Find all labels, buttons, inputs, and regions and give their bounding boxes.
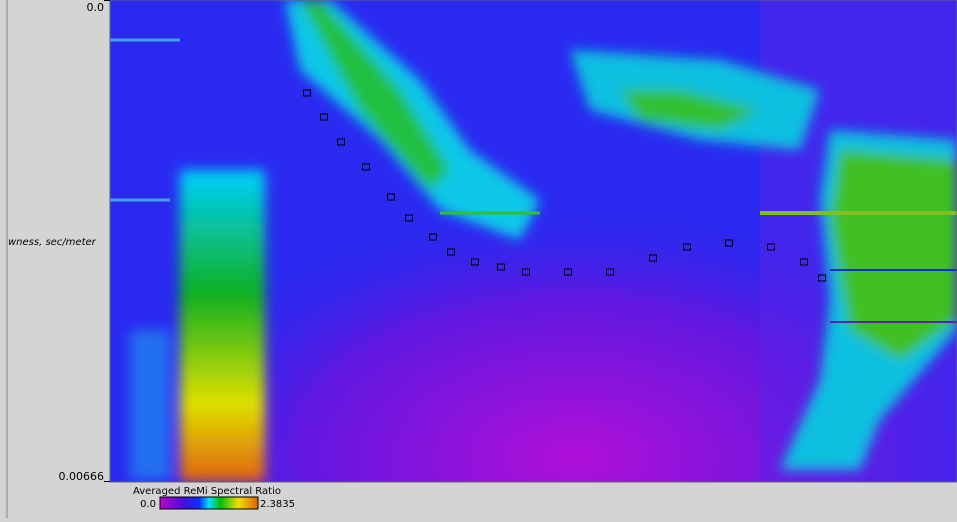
pick-marker <box>362 163 370 171</box>
heatmap <box>110 0 957 482</box>
pick-marker <box>320 113 328 121</box>
colorbar-tick-label: 2.3835 <box>260 499 295 510</box>
pick-marker <box>337 138 345 146</box>
pick-marker <box>564 268 572 276</box>
pick-marker <box>725 239 733 247</box>
pick-marker <box>447 248 455 256</box>
colorbar-title: Averaged ReMi Spectral Ratio <box>133 486 281 497</box>
pick-marker <box>522 268 530 276</box>
y-tick-label: 0.0 <box>87 1 105 14</box>
pick-marker <box>683 243 691 251</box>
pick-marker <box>429 233 437 241</box>
colorbar <box>159 496 259 510</box>
pick-marker <box>303 89 311 97</box>
pick-marker <box>649 254 657 262</box>
colorbar-tick-label: 0.0 <box>140 499 156 510</box>
y-axis-label: wness, sec/meter <box>8 237 97 248</box>
y-tick-label: 0.00666 <box>59 470 105 483</box>
pick-marker <box>471 258 479 266</box>
pick-marker <box>767 243 775 251</box>
pick-marker <box>800 258 808 266</box>
pick-marker <box>387 193 395 201</box>
picks <box>303 89 826 282</box>
pick-marker <box>818 274 826 282</box>
pick-marker <box>405 214 413 222</box>
pick-marker <box>497 263 505 271</box>
plot-frame <box>109 0 957 483</box>
pick-marker <box>606 268 614 276</box>
